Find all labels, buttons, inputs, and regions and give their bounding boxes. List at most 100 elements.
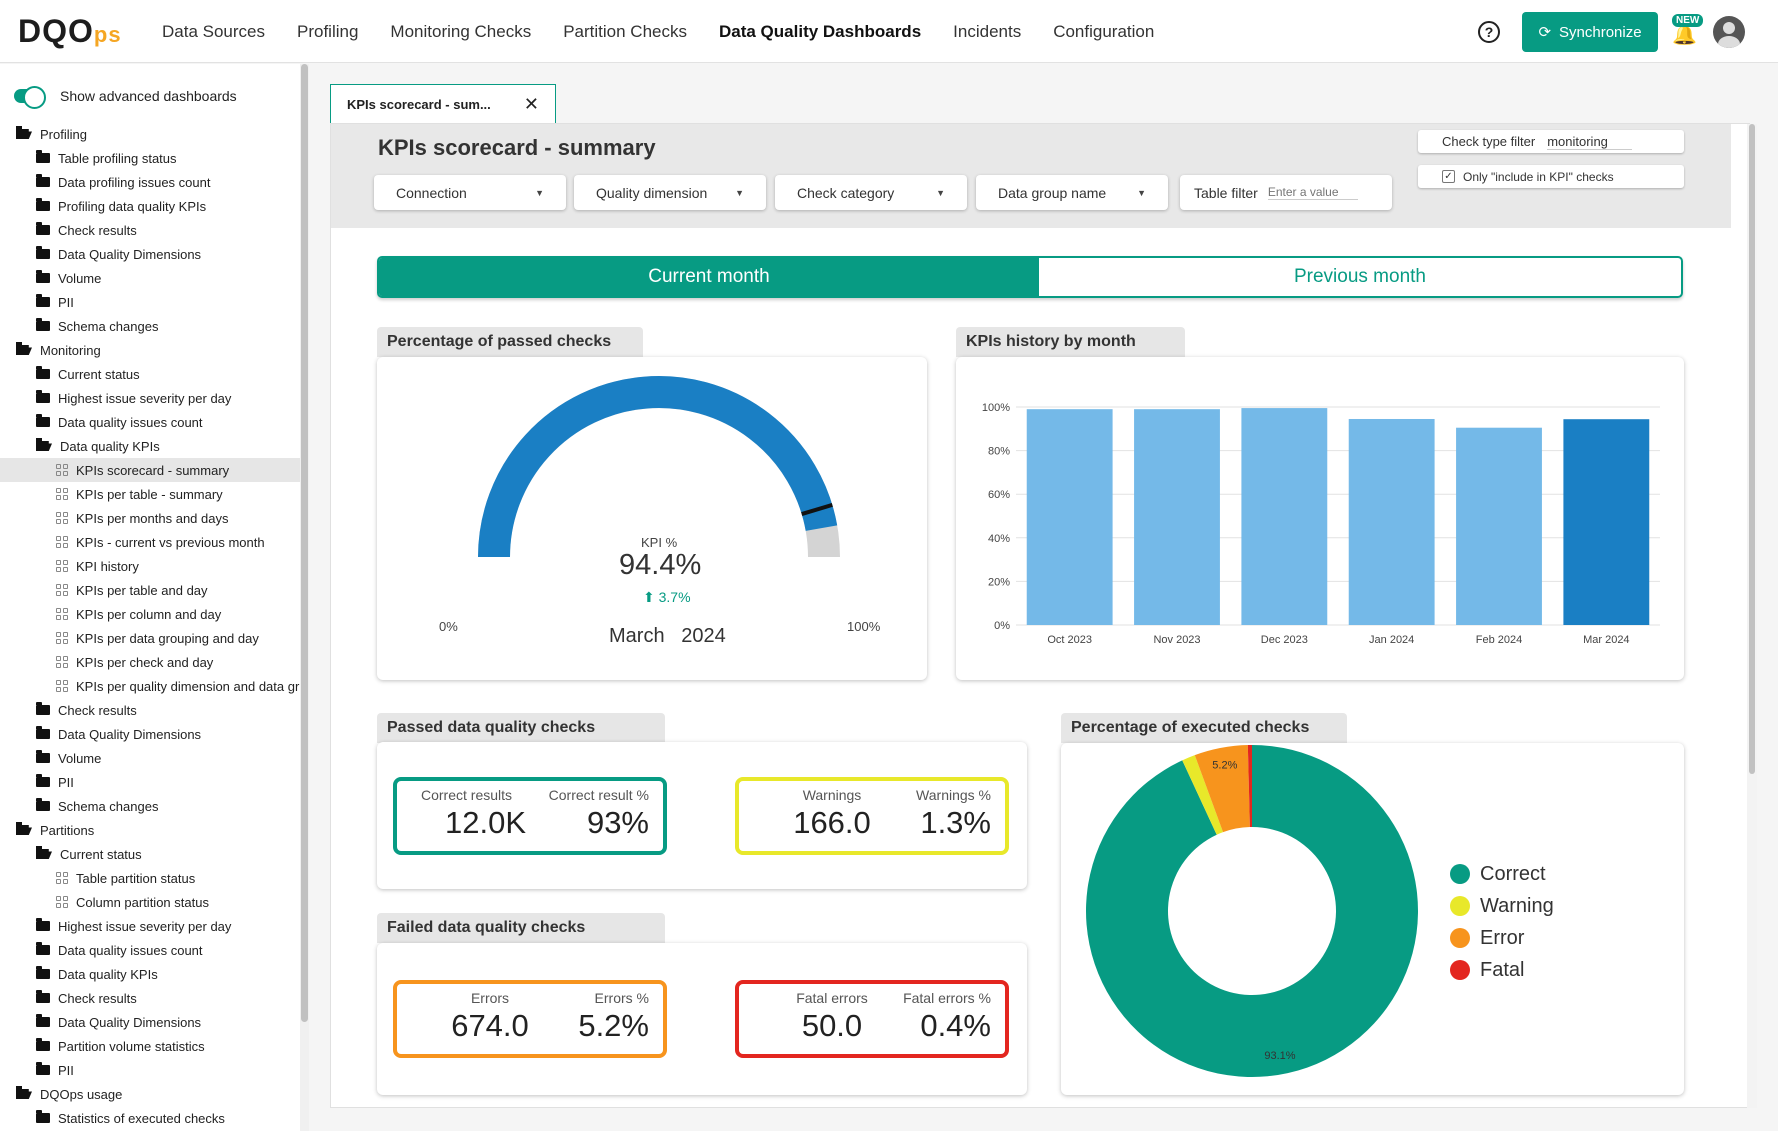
sidebar-item-current-status[interactable]: Current status <box>0 362 300 386</box>
table-filter-input[interactable] <box>1267 185 1358 200</box>
bar-mar-2024[interactable] <box>1563 419 1650 625</box>
sidebar-item-label: KPIs per months and days <box>76 510 229 526</box>
bar-feb-2024[interactable] <box>1456 427 1542 625</box>
data-group-name-dropdown[interactable]: Data group name ▼ <box>976 175 1168 210</box>
sidebar-item-data-quality-issues-count[interactable]: Data quality issues count <box>0 410 300 434</box>
folder-icon <box>36 750 50 763</box>
sidebar-item-data-quality-dimensions[interactable]: Data Quality Dimensions <box>0 722 300 746</box>
kpi-only-label: Only "include in KPI" checks <box>1463 169 1614 184</box>
sidebar-item-kpis-per-table-summary[interactable]: KPIs per table - summary <box>0 482 300 506</box>
sidebar-item-table-partition-status[interactable]: Table partition status <box>0 866 300 890</box>
sidebar-item-check-results[interactable]: Check results <box>0 986 300 1010</box>
donut-slice-warning[interactable] <box>1182 755 1224 835</box>
sidebar-item-kpi-history[interactable]: KPI history <box>0 554 300 578</box>
sidebar-item-pii[interactable]: PII <box>0 290 300 314</box>
bar-jan-2024[interactable] <box>1348 418 1435 625</box>
legend-item-warning[interactable]: Warning <box>1450 890 1554 922</box>
fatal-pct-value: 0.4% <box>920 1008 991 1043</box>
sidebar-item-current-status[interactable]: Current status <box>0 842 300 866</box>
bar-oct-2023[interactable] <box>1026 409 1113 625</box>
sidebar-item-schema-changes[interactable]: Schema changes <box>0 314 300 338</box>
advanced-dashboards-toggle[interactable] <box>14 86 46 109</box>
content-scrollbar[interactable] <box>1747 124 1757 1108</box>
folder-icon <box>36 1014 50 1027</box>
legend-item-error[interactable]: Error <box>1450 922 1554 954</box>
sidebar-item-partition-volume-statistics[interactable]: Partition volume statistics <box>0 1034 300 1058</box>
kpi-only-checkbox[interactable]: ✓ <box>1442 170 1455 183</box>
sidebar-item-kpis-per-column-and-day[interactable]: KPIs per column and day <box>0 602 300 626</box>
sidebar-item-kpis-per-data-grouping-and-day[interactable]: KPIs per data grouping and day <box>0 626 300 650</box>
sidebar-item-data-quality-dimensions[interactable]: Data Quality Dimensions <box>0 1010 300 1034</box>
sidebar-item-kpis-per-table-and-day[interactable]: KPIs per table and day <box>0 578 300 602</box>
previous-month-button[interactable]: Previous month <box>1293 266 1426 287</box>
dashboard-grid-icon <box>56 872 68 884</box>
user-avatar[interactable] <box>1713 16 1745 48</box>
advanced-dashboards-toggle-row[interactable]: Show advanced dashboards <box>14 86 237 109</box>
bar-nov-2023[interactable] <box>1134 409 1220 625</box>
sidebar-item-profiling[interactable]: Profiling <box>0 122 300 146</box>
sidebar-item-kpis-per-check-and-day[interactable]: KPIs per check and day <box>0 650 300 674</box>
synchronize-button[interactable]: ⟳ Synchronize <box>1522 12 1658 52</box>
warnings-box: Warnings 166.0 Warnings % 1.3% <box>735 777 1009 855</box>
sidebar-scrollbar[interactable] <box>300 64 309 1131</box>
dqops-logo[interactable]: DQOps <box>18 13 122 49</box>
donut-slice-correct[interactable] <box>1086 745 1418 1077</box>
sidebar-item-data-quality-dimensions[interactable]: Data Quality Dimensions <box>0 242 300 266</box>
sidebar-item-kpis-per-quality-dimension-and-data-gr[interactable]: KPIs per quality dimension and data gr <box>0 674 300 698</box>
sidebar-item-check-results[interactable]: Check results <box>0 698 300 722</box>
quality-dimension-dropdown[interactable]: Quality dimension ▼ <box>574 175 766 210</box>
nav-item-partition-checks[interactable]: Partition Checks <box>563 21 687 41</box>
connection-dropdown[interactable]: Connection ▼ <box>374 175 566 210</box>
sidebar-item-highest-issue-severity-per-day[interactable]: Highest issue severity per day <box>0 914 300 938</box>
folder-icon <box>36 414 50 427</box>
dashboard-tab[interactable]: KPIs scorecard - sum... ✕ <box>330 84 556 123</box>
sidebar-item-dqops-usage[interactable]: DQOps usage <box>0 1082 300 1106</box>
donut-slice-fatal[interactable] <box>1247 745 1252 828</box>
help-icon[interactable]: ? <box>1478 21 1500 43</box>
sidebar-item-data-quality-kpis[interactable]: Data quality KPIs <box>0 962 300 986</box>
check-type-filter-value[interactable]: monitoring <box>1547 134 1632 150</box>
y-tick-label: 40% <box>988 533 1010 545</box>
legend-item-correct[interactable]: Correct <box>1450 858 1554 890</box>
sidebar-item-data-quality-kpis[interactable]: Data quality KPIs <box>0 434 300 458</box>
sidebar-item-check-results[interactable]: Check results <box>0 218 300 242</box>
sidebar-item-volume[interactable]: Volume <box>0 266 300 290</box>
sidebar-item-kpis-current-vs-previous-month[interactable]: KPIs - current vs previous month <box>0 530 300 554</box>
legend-label: Correct <box>1480 862 1546 885</box>
sidebar-item-profiling-data-quality-kpis[interactable]: Profiling data quality KPIs <box>0 194 300 218</box>
current-month-button[interactable]: Current month <box>379 258 1039 296</box>
content-scrollbar-thumb[interactable] <box>1749 124 1755 774</box>
sidebar-item-label: Data quality KPIs <box>60 438 160 454</box>
nav-item-data-quality-dashboards[interactable]: Data Quality Dashboards <box>718 21 922 41</box>
sidebar-scrollbar-thumb[interactable] <box>301 64 308 1022</box>
sidebar-item-table-profiling-status[interactable]: Table profiling status <box>0 146 300 170</box>
sidebar-item-schema-changes[interactable]: Schema changes <box>0 794 300 818</box>
sidebar-item-statistics-of-executed-checks[interactable]: Statistics of executed checks <box>0 1106 300 1130</box>
sidebar-item-volume[interactable]: Volume <box>0 746 300 770</box>
nav-item-monitoring-checks[interactable]: Monitoring Checks <box>390 21 532 41</box>
sidebar-item-data-profiling-issues-count[interactable]: Data profiling issues count <box>0 170 300 194</box>
legend-item-fatal[interactable]: Fatal <box>1450 954 1554 986</box>
notifications-bell-icon[interactable]: 🔔 <box>1672 24 1697 46</box>
sidebar-item-highest-issue-severity-per-day[interactable]: Highest issue severity per day <box>0 386 300 410</box>
sidebar-item-pii[interactable]: PII <box>0 1058 300 1082</box>
sidebar-item-kpis-scorecard-summary[interactable]: KPIs scorecard - summary <box>0 458 300 482</box>
sidebar-item-kpis-per-months-and-days[interactable]: KPIs per months and days <box>0 506 300 530</box>
bar-dec-2023[interactable] <box>1241 408 1328 625</box>
donut-slice-error[interactable] <box>1194 745 1250 833</box>
close-icon[interactable]: ✕ <box>523 93 539 114</box>
nav-item-configuration[interactable]: Configuration <box>1053 21 1155 41</box>
nav-item-incidents[interactable]: Incidents <box>953 21 1022 41</box>
sidebar-item-monitoring[interactable]: Monitoring <box>0 338 300 362</box>
sidebar-item-column-partition-status[interactable]: Column partition status <box>0 890 300 914</box>
kpi-only-checkbox-row[interactable]: ✓ Only "include in KPI" checks <box>1418 165 1684 188</box>
folder-icon <box>36 726 50 739</box>
folder-icon <box>36 990 50 1003</box>
sidebar-item-partitions[interactable]: Partitions <box>0 818 300 842</box>
sidebar-item-data-quality-issues-count[interactable]: Data quality issues count <box>0 938 300 962</box>
nav-item-profiling[interactable]: Profiling <box>297 21 359 41</box>
sidebar-item-pii[interactable]: PII <box>0 770 300 794</box>
nav-item-data-sources[interactable]: Data Sources <box>162 21 265 41</box>
check-category-dropdown[interactable]: Check category ▼ <box>775 175 967 210</box>
check-type-filter[interactable]: Check type filter monitoring <box>1418 130 1684 153</box>
